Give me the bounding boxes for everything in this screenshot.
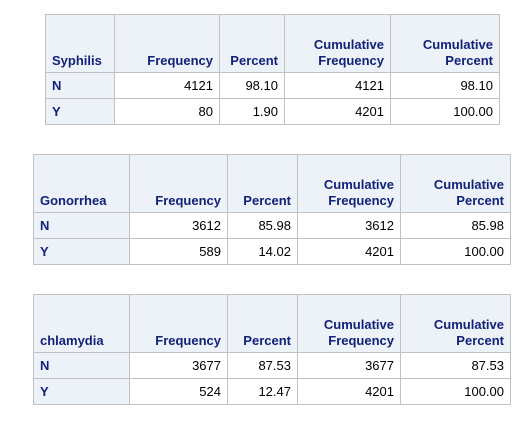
- header-row: Syphilis Frequency Percent Cumulative Fre…: [45, 14, 500, 73]
- variable-header: chlamydia: [33, 294, 130, 353]
- row-level: N: [33, 352, 130, 379]
- frequency-header: Frequency: [129, 154, 228, 213]
- cumulative-percent-cell: 100.00: [400, 238, 511, 265]
- row-level: N: [45, 72, 115, 99]
- frequency-cell: 3677: [129, 352, 228, 379]
- table-row: N 3612 85.98 3612 85.98: [33, 212, 511, 239]
- cumulative-percent-cell: 85.98: [400, 212, 511, 239]
- percent-cell: 14.02: [227, 238, 298, 265]
- percent-header: Percent: [227, 294, 298, 353]
- frequency-table-chlamydia: chlamydia Frequency Percent Cumulative Fr…: [33, 294, 511, 405]
- frequency-table-syphilis: Syphilis Frequency Percent Cumulative Fre…: [45, 14, 500, 125]
- cumulative-frequency-header: Cumulative Frequency: [297, 154, 401, 213]
- cumulative-percent-header: Cumulative Percent: [400, 294, 511, 353]
- header-row: Gonorrhea Frequency Percent Cumulative Fr…: [33, 154, 511, 213]
- variable-header: Syphilis: [45, 14, 115, 73]
- percent-cell: 85.98: [227, 212, 298, 239]
- cumulative-percent-header: Cumulative Percent: [400, 154, 511, 213]
- frequency-cell: 3612: [129, 212, 228, 239]
- cumulative-frequency-cell: 4201: [297, 238, 401, 265]
- frequency-header: Frequency: [114, 14, 220, 73]
- cumulative-frequency-cell: 3677: [297, 352, 401, 379]
- table-row: Y 589 14.02 4201 100.00: [33, 238, 511, 265]
- frequency-header: Frequency: [129, 294, 228, 353]
- cumulative-percent-header: Cumulative Percent: [390, 14, 500, 73]
- frequency-cell: 4121: [114, 72, 220, 99]
- variable-header: Gonorrhea: [33, 154, 130, 213]
- cumulative-frequency-cell: 4201: [284, 98, 391, 125]
- percent-header: Percent: [219, 14, 285, 73]
- cumulative-frequency-cell: 3612: [297, 212, 401, 239]
- row-level: Y: [33, 238, 130, 265]
- cumulative-percent-cell: 98.10: [390, 72, 500, 99]
- table-row: Y 80 1.90 4201 100.00: [45, 98, 500, 125]
- percent-cell: 98.10: [219, 72, 285, 99]
- percent-cell: 1.90: [219, 98, 285, 125]
- table-row: N 3677 87.53 3677 87.53: [33, 352, 511, 379]
- header-row: chlamydia Frequency Percent Cumulative Fr…: [33, 294, 511, 353]
- frequency-cell: 524: [129, 378, 228, 405]
- cumulative-percent-cell: 100.00: [400, 378, 511, 405]
- table-row: Y 524 12.47 4201 100.00: [33, 378, 511, 405]
- frequency-cell: 589: [129, 238, 228, 265]
- table-row: N 4121 98.10 4121 98.10: [45, 72, 500, 99]
- percent-cell: 87.53: [227, 352, 298, 379]
- cumulative-percent-cell: 100.00: [390, 98, 500, 125]
- percent-header: Percent: [227, 154, 298, 213]
- row-level: Y: [33, 378, 130, 405]
- row-level: N: [33, 212, 130, 239]
- frequency-cell: 80: [114, 98, 220, 125]
- frequency-table-gonorrhea: Gonorrhea Frequency Percent Cumulative Fr…: [33, 154, 511, 265]
- percent-cell: 12.47: [227, 378, 298, 405]
- cumulative-frequency-cell: 4121: [284, 72, 391, 99]
- cumulative-frequency-header: Cumulative Frequency: [284, 14, 391, 73]
- cumulative-frequency-cell: 4201: [297, 378, 401, 405]
- cumulative-frequency-header: Cumulative Frequency: [297, 294, 401, 353]
- row-level: Y: [45, 98, 115, 125]
- cumulative-percent-cell: 87.53: [400, 352, 511, 379]
